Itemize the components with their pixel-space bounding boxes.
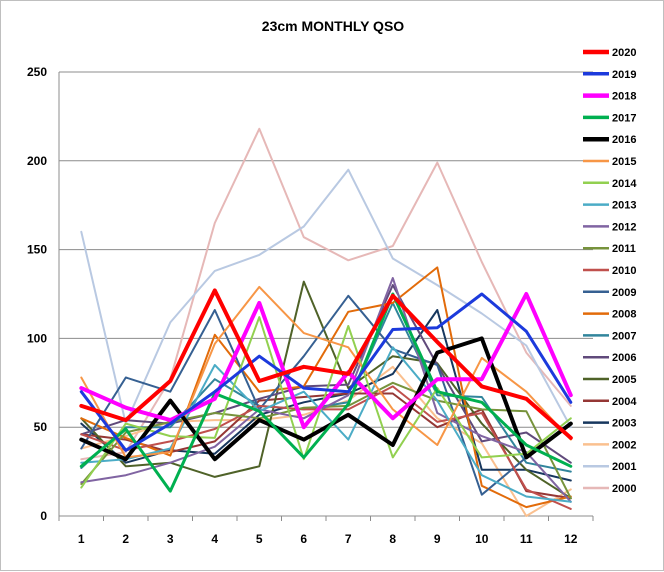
legend-label-2020: 2020 (612, 47, 636, 59)
y-tick-label: 100 (27, 331, 47, 345)
x-tick-label: 9 (434, 532, 441, 546)
chart-title: 23cm MONTHLY QSO (262, 18, 404, 34)
series-line-2019 (79, 292, 573, 452)
legend-label-2017: 2017 (612, 112, 636, 124)
x-tick-label: 3 (167, 532, 174, 546)
x-tick-label: 8 (389, 532, 396, 546)
legend-label-2004: 2004 (612, 396, 637, 408)
legend-label-2013: 2013 (612, 200, 636, 212)
x-tick-label: 12 (564, 532, 578, 546)
x-tick-label: 4 (211, 532, 218, 546)
series-line-2000 (80, 127, 572, 461)
x-tick-label: 5 (256, 532, 263, 546)
legend-label-2018: 2018 (612, 91, 636, 103)
series-line-2016 (79, 336, 573, 462)
y-tick-label: 0 (40, 509, 47, 523)
legend-label-2015: 2015 (612, 156, 636, 168)
x-tick-label: 10 (475, 532, 489, 546)
series-line-2010 (80, 385, 572, 510)
legend-label-2012: 2012 (612, 221, 636, 233)
legend-label-2019: 2019 (612, 69, 636, 81)
legend: 2020 2019 2018 2017 2016 2015 2014 2013 2012 2011… (583, 47, 637, 495)
x-tick-label: 6 (300, 532, 307, 546)
legend-label-2000: 2000 (612, 483, 636, 495)
y-tick-label: 200 (27, 154, 47, 168)
series-line-2013 (80, 346, 572, 503)
series-line-2014 (80, 316, 572, 489)
series-line-2017 (79, 292, 573, 493)
legend-label-2005: 2005 (612, 374, 636, 386)
series-line-2001 (80, 168, 572, 429)
legend-label-2009: 2009 (612, 287, 636, 299)
x-tick-label: 2 (122, 532, 129, 546)
x-tick-label: 11 (520, 532, 533, 546)
series-line-2018 (79, 292, 573, 430)
legend-label-2016: 2016 (612, 134, 636, 146)
y-tick-label: 150 (27, 243, 47, 257)
legend-label-2001: 2001 (612, 461, 636, 473)
x-tick-label: 7 (345, 532, 352, 546)
x-tick-label: 1 (78, 532, 85, 546)
y-tick-label: 250 (27, 65, 47, 79)
legend-label-2007: 2007 (612, 330, 636, 342)
legend-label-2003: 2003 (612, 418, 636, 430)
series-line-2012 (80, 277, 572, 503)
legend-label-2006: 2006 (612, 352, 636, 364)
y-tick-label: 50 (34, 420, 48, 434)
legend-label-2002: 2002 (612, 439, 636, 451)
legend-label-2011: 2011 (612, 243, 636, 255)
series-line-2020 (79, 288, 573, 440)
legend-label-2014: 2014 (612, 178, 637, 190)
series-line-2005 (80, 280, 572, 500)
legend-label-2010: 2010 (612, 265, 636, 277)
series-lines (79, 127, 573, 517)
legend-label-2008: 2008 (612, 309, 636, 321)
